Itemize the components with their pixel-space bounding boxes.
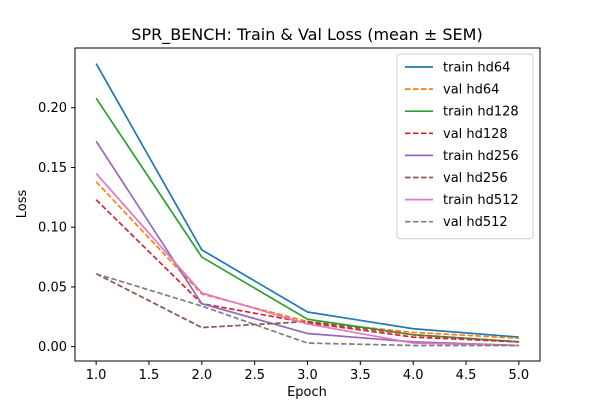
series-line-val-hd512 <box>95 272 519 347</box>
y-tick-label: 0.15 <box>38 161 67 176</box>
legend-label: val hd256 <box>443 171 508 186</box>
y-axis-label: Loss <box>15 190 30 219</box>
series-line-val-hd128 <box>95 199 519 343</box>
x-tick-label: 1.5 <box>139 368 160 383</box>
x-tick-label: 4.5 <box>456 368 477 383</box>
x-tick-label: 3.5 <box>350 368 371 383</box>
x-tick-label: 2.0 <box>191 368 212 383</box>
legend-box <box>396 53 534 240</box>
legend-label: val hd128 <box>443 127 508 142</box>
x-tick-label: 3.0 <box>297 368 318 383</box>
legend-label: train hd256 <box>443 149 519 164</box>
legend-label: val hd64 <box>443 83 499 98</box>
series-line-val-hd256 <box>95 273 519 343</box>
y-tick-label: 0.00 <box>38 340 67 355</box>
series-line-train-hd128 <box>95 97 519 343</box>
x-tick-label: 2.5 <box>244 368 265 383</box>
legend: train hd64 val hd64 train hd128 val hd128 tr… <box>396 53 534 240</box>
legend-label: val hd512 <box>443 215 508 230</box>
legend-label: train hd128 <box>443 105 519 120</box>
y-tick-label: 0.05 <box>38 280 67 295</box>
legend-label: train hd64 <box>443 61 510 76</box>
series-line-train-hd512 <box>95 172 519 347</box>
x-tick-label: 1.0 <box>86 368 107 383</box>
x-axis-label: Epoch <box>287 385 327 400</box>
x-tick-label: 4.0 <box>403 368 424 383</box>
series-line-train-hd64 <box>95 63 519 338</box>
y-tick-label: 0.10 <box>38 221 67 236</box>
legend-label: train hd512 <box>443 193 519 208</box>
plot-area: 1.0 1.5 2.0 2.5 3.0 3.5 4.0 4.5 5.0 0.00 0.05 0.10 0… <box>38 47 541 383</box>
chart-title: SPR_BENCH: Train & Val Loss (mean ± SEM) <box>131 25 482 45</box>
x-tick-label: 5.0 <box>509 368 530 383</box>
y-tick-label: 0.20 <box>38 101 67 116</box>
series-line-val-hd64 <box>95 181 519 340</box>
